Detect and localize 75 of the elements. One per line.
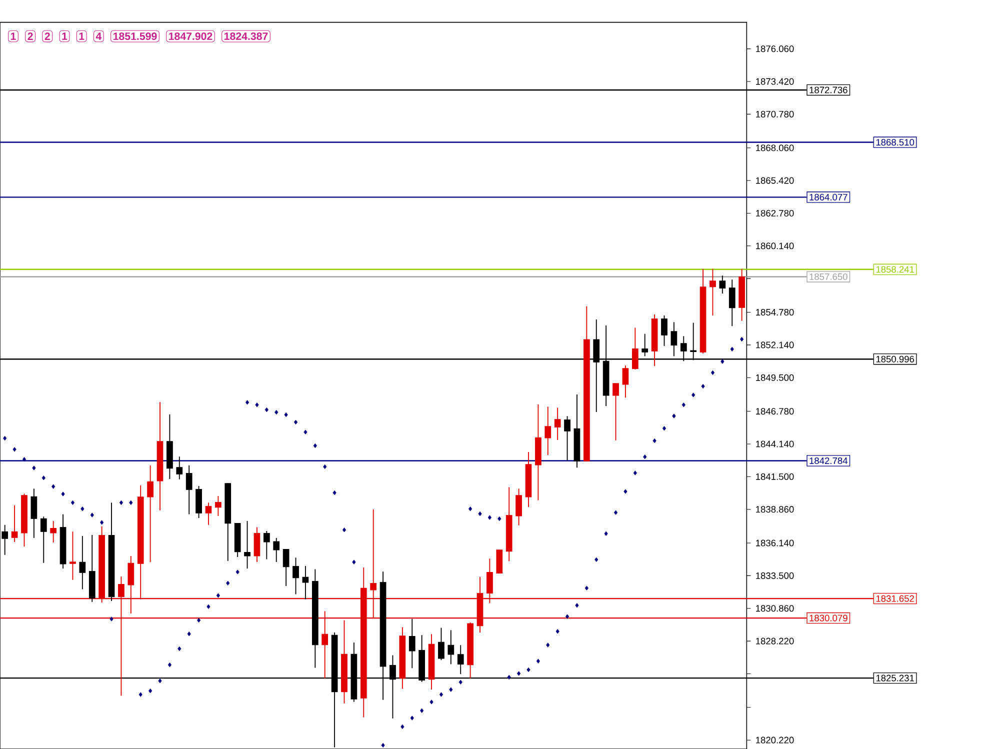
y-tick-label: 1860.140 [756, 242, 794, 250]
y-tick-label: 1844.140 [756, 440, 794, 448]
candlestick [273, 537, 280, 562]
candlestick [728, 279, 736, 327]
ref-line-label: 1868.510 [876, 139, 914, 146]
ref-line-label: 1858.241 [876, 266, 914, 273]
candlestick [661, 315, 668, 347]
annotation: 1847.902 [168, 32, 212, 40]
candlestick [244, 520, 250, 569]
y-tick-label: 1828.220 [756, 638, 794, 644]
y-tick-label: 1833.500 [756, 572, 794, 579]
candlestick [292, 557, 299, 595]
candlestick [205, 502, 212, 526]
candlestick [176, 456, 183, 480]
candlestick [612, 382, 619, 441]
candlestick [147, 464, 154, 563]
annotation: 2 [28, 32, 33, 40]
y-tick-label: 1862.780 [756, 210, 794, 216]
y-tick-label: 1876.060 [756, 46, 794, 52]
candlestick [554, 407, 561, 440]
candlestick [438, 627, 444, 661]
y-tick-label: 1873.420 [756, 78, 794, 85]
y-tick-label: 1838.860 [756, 506, 794, 513]
ref-line-label: 1850.996 [876, 356, 914, 362]
y-tick-label: 1830.860 [756, 605, 794, 612]
y-tick-label: 1836.140 [756, 540, 794, 546]
annotation: 1 [62, 32, 68, 40]
candlestick [30, 488, 38, 538]
annotation: 4 [96, 32, 102, 40]
annotation: 2 [44, 32, 50, 40]
y-tick-label: 1865.420 [756, 177, 794, 184]
candlestick [622, 365, 629, 398]
y-tick-label: 1820.220 [756, 736, 794, 744]
y-tick-label: 1854.780 [756, 308, 794, 316]
candlestick [215, 496, 222, 516]
y-tick-label: 1868.060 [756, 144, 794, 152]
ref-line-label: 1857.650 [810, 273, 848, 280]
candlestick [496, 549, 503, 574]
candlestick [448, 630, 454, 665]
annotation: 1 [79, 32, 84, 40]
candlestick [79, 535, 86, 590]
ref-line-label: 1830.079 [810, 614, 848, 622]
y-tick-label: 1849.500 [756, 374, 794, 381]
ref-line-label: 1825.231 [876, 674, 914, 682]
candlestick [254, 526, 260, 562]
candlestick [642, 333, 648, 357]
y-tick-label: 1846.780 [756, 408, 794, 415]
annotation: 1824.387 [224, 32, 268, 40]
candlestick [564, 416, 570, 461]
candlestick [70, 531, 76, 580]
candlestick [544, 406, 552, 456]
candlestick [186, 464, 192, 515]
candlestick [50, 520, 57, 543]
candlestick [710, 268, 716, 316]
y-tick-label: 1841.500 [756, 473, 794, 480]
candlestick [408, 618, 416, 669]
ref-line-label: 1864.077 [810, 194, 848, 200]
annotation: 1851.599 [113, 32, 157, 40]
ref-line-label: 1842.784 [810, 457, 848, 464]
candlestick [457, 644, 464, 675]
candlestick [670, 322, 678, 357]
candlestick [302, 565, 309, 600]
candlestick [632, 327, 638, 370]
candlestick [719, 275, 726, 294]
ref-line-label: 1831.652 [876, 595, 914, 602]
ref-line-label: 1872.736 [810, 86, 848, 94]
y-tick-label: 1870.780 [756, 110, 794, 118]
annotation: 1 [10, 32, 16, 40]
candlestick [196, 486, 202, 518]
candlestick [282, 548, 290, 586]
candlestick [40, 516, 47, 564]
candlestick [263, 530, 270, 560]
candlestick [516, 488, 522, 526]
y-tick-label: 1852.140 [756, 342, 794, 348]
candlestick [11, 504, 18, 542]
